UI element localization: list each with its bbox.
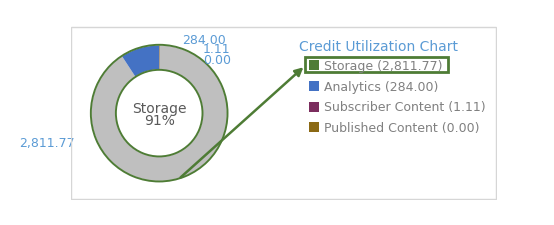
Text: Storage: Storage [132, 101, 187, 115]
Text: 284.00: 284.00 [183, 34, 227, 47]
Text: Storage (2,811.77): Storage (2,811.77) [324, 60, 443, 73]
Text: Analytics (284.00): Analytics (284.00) [324, 80, 438, 93]
Text: 2,811.77: 2,811.77 [19, 136, 74, 149]
Wedge shape [91, 46, 227, 181]
Text: Subscriber Content (1.11): Subscriber Content (1.11) [324, 101, 486, 114]
Bar [305, 58, 448, 73]
Text: 91%: 91% [143, 114, 175, 128]
Bar [309, 81, 319, 91]
Bar [309, 61, 319, 71]
Wedge shape [115, 70, 203, 158]
Text: 1.11: 1.11 [203, 43, 230, 56]
Wedge shape [90, 45, 228, 183]
Text: Credit Utilization Chart: Credit Utilization Chart [299, 40, 458, 54]
Wedge shape [122, 46, 159, 77]
Bar [309, 102, 319, 112]
Bar [309, 123, 319, 133]
Text: 0.00: 0.00 [203, 54, 231, 67]
Text: Published Content (0.00): Published Content (0.00) [324, 122, 479, 135]
